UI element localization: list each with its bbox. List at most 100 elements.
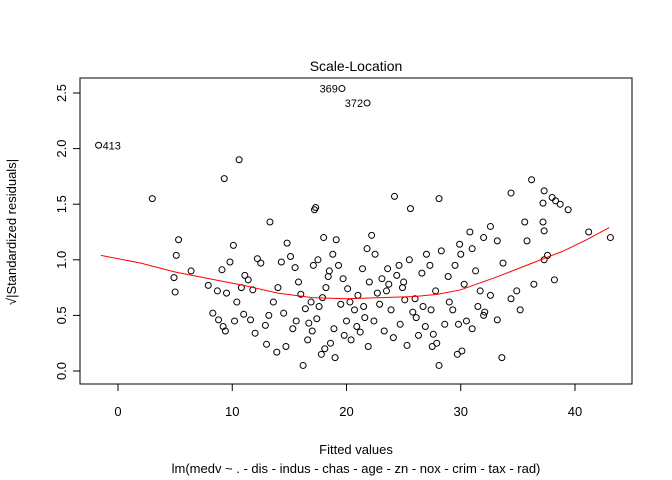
data-point <box>187 267 195 275</box>
data-point <box>449 306 457 314</box>
data-point <box>606 234 614 242</box>
data-point <box>530 280 538 288</box>
data-point <box>400 278 408 286</box>
data-point <box>354 291 362 299</box>
data-point <box>486 291 494 299</box>
data-point <box>521 218 529 226</box>
data-point <box>220 175 228 183</box>
data-point <box>480 311 488 319</box>
data-point <box>389 334 397 342</box>
data-point <box>585 228 593 236</box>
data-point <box>493 237 501 245</box>
data-point <box>540 227 548 235</box>
data-point <box>317 350 325 358</box>
data-point <box>297 290 305 298</box>
data-point <box>265 311 273 319</box>
data-point <box>376 300 384 308</box>
data-point <box>329 250 337 258</box>
data-point <box>426 261 434 269</box>
data-point <box>233 298 241 306</box>
point-annotations: 413 369 372 <box>103 84 363 153</box>
data-point <box>273 348 281 356</box>
data-point <box>148 195 156 203</box>
data-point <box>324 272 332 280</box>
data-point <box>493 316 501 324</box>
data-point <box>213 287 221 295</box>
data-point <box>437 247 445 255</box>
data-point <box>280 309 288 317</box>
data-point <box>339 275 347 283</box>
data-point <box>380 327 388 335</box>
data-point <box>266 218 274 226</box>
data-point <box>291 264 299 272</box>
data-point <box>315 303 323 311</box>
data-point <box>215 316 223 324</box>
data-point <box>454 320 462 328</box>
data-point <box>325 267 333 275</box>
data-point <box>292 317 300 325</box>
chart-title: Scale-Location <box>310 58 403 74</box>
data-point <box>171 288 179 296</box>
scatter-points <box>95 85 614 369</box>
data-point <box>411 295 419 303</box>
data-point <box>403 341 411 349</box>
data-point <box>358 265 366 273</box>
data-point <box>552 197 560 205</box>
data-point <box>361 314 369 322</box>
data-point <box>421 323 429 331</box>
data-point <box>412 314 420 322</box>
data-point <box>428 343 436 351</box>
data-point <box>466 228 474 236</box>
data-point <box>353 323 361 331</box>
data-point <box>513 287 521 295</box>
data-point <box>451 261 459 269</box>
data-point <box>247 316 255 324</box>
data-point <box>422 250 430 258</box>
data-point <box>327 339 335 347</box>
data-point <box>498 354 506 362</box>
data-point <box>544 251 552 259</box>
data-point <box>540 187 548 195</box>
data-point <box>244 276 252 284</box>
data-point <box>350 306 358 314</box>
data-point <box>346 298 354 306</box>
data-point <box>261 321 269 329</box>
data-point <box>460 280 468 288</box>
y-tick-label: 2.0 <box>54 140 69 158</box>
data-point <box>414 331 422 339</box>
data-point <box>277 258 285 266</box>
data-point <box>170 274 178 282</box>
data-point <box>299 361 307 369</box>
data-point <box>409 308 417 316</box>
data-point <box>175 236 183 244</box>
data-point <box>301 305 309 313</box>
data-point <box>507 189 515 197</box>
data-point <box>204 281 212 289</box>
data-point <box>462 317 470 325</box>
data-point <box>331 354 339 362</box>
data-point <box>253 255 261 263</box>
data-point <box>523 237 531 245</box>
data-point <box>287 252 295 260</box>
data-point <box>347 336 355 344</box>
data-point <box>382 287 390 295</box>
data-point <box>221 327 229 335</box>
data-point <box>338 85 346 93</box>
point-annotation: 369 <box>320 84 338 96</box>
data-point <box>304 336 312 344</box>
data-point <box>231 317 239 325</box>
data-point <box>548 194 556 202</box>
data-point <box>314 256 322 264</box>
data-point <box>235 156 243 164</box>
data-point <box>396 320 404 328</box>
x-tick-label: 30 <box>454 404 468 419</box>
data-point <box>209 309 217 317</box>
data-point <box>321 345 329 353</box>
data-point <box>419 303 427 311</box>
data-point <box>378 275 386 283</box>
data-point <box>373 289 381 297</box>
data-point <box>283 239 291 247</box>
y-axis: 0.0 0.5 1.0 1.5 2.0 2.5 <box>54 84 81 380</box>
data-point <box>370 317 378 325</box>
